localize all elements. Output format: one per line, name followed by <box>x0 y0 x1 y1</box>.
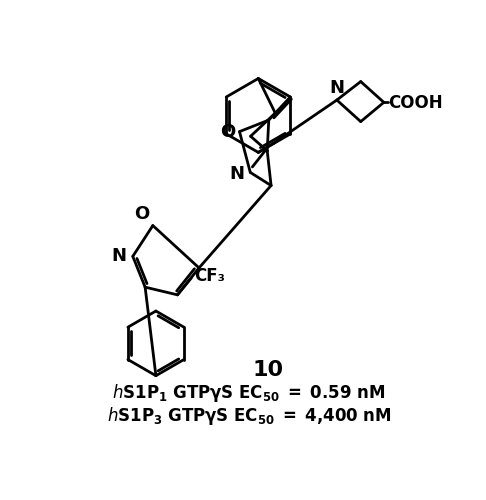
Text: $\mathbf{\it{h}}$$\mathbf{S1P_1\ GTP\gamma S\ EC_{50}\ =\ 0.59\ nM}$: $\mathbf{\it{h}}$$\mathbf{S1P_1\ GTP\gam… <box>112 382 386 404</box>
Text: N: N <box>229 165 244 183</box>
Text: $\mathbf{\it{h}}$$\mathbf{S1P_3\ GTP\gamma S\ EC_{50}\ =\ 4{,}400\ nM}$: $\mathbf{\it{h}}$$\mathbf{S1P_3\ GTP\gam… <box>107 404 391 426</box>
Text: N: N <box>112 248 127 266</box>
Text: CF₃: CF₃ <box>193 266 225 284</box>
Text: O: O <box>134 205 149 223</box>
Text: O: O <box>221 122 236 140</box>
Text: 10: 10 <box>253 360 284 380</box>
Text: N: N <box>330 79 345 97</box>
Text: COOH: COOH <box>388 94 443 112</box>
